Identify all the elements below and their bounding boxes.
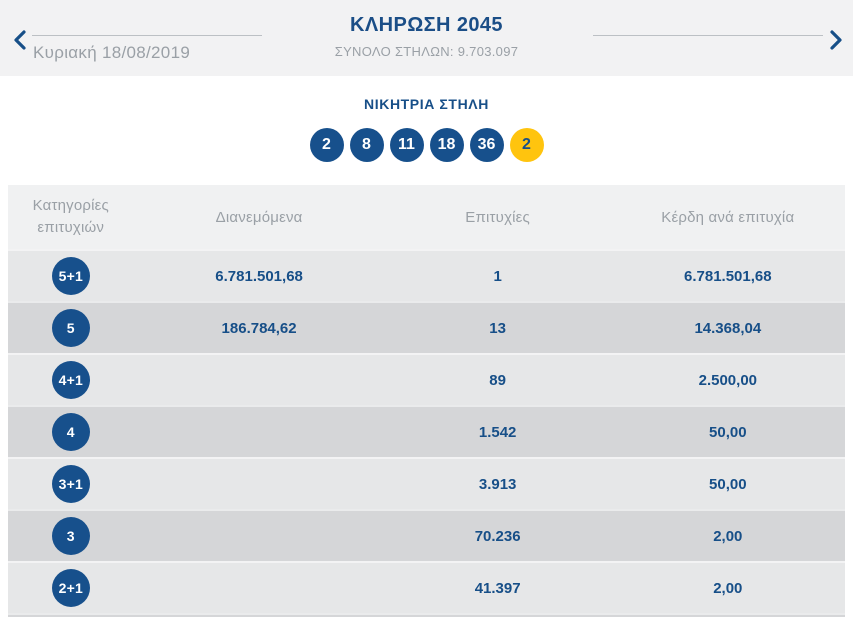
winners-value: 1.542 (478, 423, 517, 441)
category-ball: 2+1 (51, 569, 90, 607)
prize-value: 2,00 (713, 579, 743, 597)
winners-value: 89 (489, 371, 506, 389)
column-header-winners: Επιτυχίες (465, 208, 530, 226)
prize-value: 50,00 (709, 475, 747, 493)
next-draw-button[interactable] (827, 29, 845, 51)
table-row: 4 1.542 50,00 (8, 405, 845, 457)
winners-value: 3.913 (478, 475, 517, 493)
table-row: 5+1 6.781.501,68 1 6.781.501,68 (8, 249, 845, 301)
joker-number-ball: 2 (509, 128, 544, 162)
prize-table: Κατηγορίες επιτυχιών Διανεμόμενα Επιτυχί… (8, 185, 845, 617)
header-divider-left (32, 35, 262, 36)
category-ball: 3 (51, 517, 90, 555)
winning-column-title: ΝΙΚΗΤΡΙΑ ΣΤΗΛΗ (364, 96, 489, 112)
previous-draw-button[interactable] (10, 29, 28, 51)
winning-column-section: ΝΙΚΗΤΡΙΑ ΣΤΗΛΗ 2 8 11 18 36 2 (0, 96, 853, 162)
category-ball: 3+1 (51, 465, 90, 503)
table-row: 5 186.784,62 13 14.368,04 (8, 301, 845, 353)
category-ball: 5+1 (51, 257, 90, 295)
category-ball: 4 (51, 413, 90, 451)
chevron-left-icon (13, 30, 26, 50)
header-divider-right (593, 35, 823, 36)
draw-title: ΚΛΗΡΩΣΗ 2045 (350, 14, 503, 36)
table-row: 2+1 41.397 2,00 (8, 561, 845, 613)
category-ball: 5 (51, 309, 90, 347)
winning-number-ball: 11 (389, 128, 424, 162)
winning-number-ball: 36 (469, 128, 504, 162)
winners-value: 1 (493, 267, 502, 285)
winning-number-ball: 18 (429, 128, 464, 162)
winners-value: 13 (489, 319, 506, 337)
column-header-distributed: Διανεμόμενα (215, 208, 303, 226)
column-header-prize: Κέρδη ανά επιτυχία (661, 208, 795, 226)
draw-date: Κυριακή 18/08/2019 (33, 43, 191, 62)
draw-title-block: ΚΛΗΡΩΣΗ 2045 ΣΥΝΟΛΟ ΣΤΗΛΩΝ: 9.703.097 (0, 14, 853, 59)
winning-number-ball: 2 (309, 128, 344, 162)
prize-value: 50,00 (709, 423, 747, 441)
prize-value: 14.368,04 (694, 319, 762, 337)
winners-value: 70.236 (474, 527, 521, 545)
prize-value: 2,00 (713, 527, 743, 545)
winning-numbers: 2 8 11 18 36 2 (0, 128, 853, 162)
distributed-value: 186.784,62 (221, 319, 297, 337)
table-row: 3+1 3.913 50,00 (8, 457, 845, 509)
prize-value: 2.500,00 (698, 371, 757, 389)
column-header-categories: Κατηγορίες επιτυχιών (32, 197, 109, 236)
winning-number-ball: 8 (349, 128, 384, 162)
table-row-partial (8, 613, 845, 617)
winners-value: 41.397 (474, 579, 521, 597)
table-row: 3 70.236 2,00 (8, 509, 845, 561)
total-columns-label: ΣΥΝΟΛΟ ΣΤΗΛΩΝ: 9.703.097 (334, 44, 519, 59)
table-row: 4+1 89 2.500,00 (8, 353, 845, 405)
category-ball: 4+1 (51, 361, 90, 399)
prize-value: 6.781.501,68 (684, 267, 772, 285)
chevron-right-icon (829, 30, 842, 50)
prize-table-header: Κατηγορίες επιτυχιών Διανεμόμενα Επιτυχί… (8, 185, 845, 249)
distributed-value: 6.781.501,68 (215, 267, 303, 285)
draw-header: Κυριακή 18/08/2019 ΚΛΗΡΩΣΗ 2045 ΣΥΝΟΛΟ Σ… (0, 0, 853, 76)
